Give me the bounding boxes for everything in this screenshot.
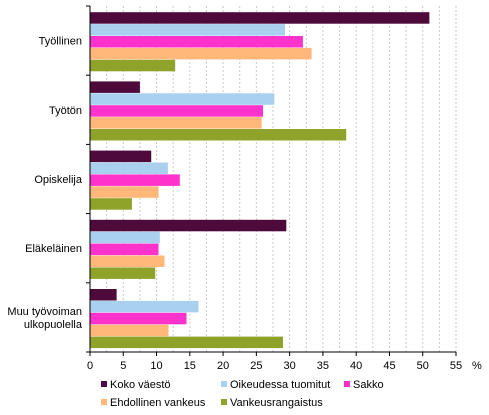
bar	[90, 267, 156, 279]
category-label: Opiskelija	[34, 174, 83, 186]
x-tick-label: 50	[417, 360, 429, 372]
x-tick-label: 15	[184, 360, 196, 372]
bar	[90, 36, 303, 48]
legend-swatch	[101, 381, 107, 387]
legend-label: Ehdollinen vankeus	[110, 397, 206, 409]
bar	[90, 129, 347, 141]
bar	[90, 243, 159, 256]
bar	[90, 198, 132, 210]
bar	[90, 12, 430, 24]
legend-swatch	[221, 399, 227, 405]
category-label: Työtön	[49, 105, 82, 117]
bar	[90, 117, 262, 129]
x-tick-label: 25	[250, 360, 262, 372]
category-label: Muu työvoiman	[7, 306, 82, 318]
bars	[90, 12, 430, 349]
x-unit-label: %	[472, 360, 482, 372]
legend-swatch	[101, 399, 107, 405]
bar	[90, 24, 285, 36]
x-tick-label: 20	[217, 360, 229, 372]
bar	[90, 219, 287, 232]
bar	[90, 324, 169, 337]
axes	[86, 5, 457, 356]
legend-swatch	[344, 381, 350, 387]
bar	[90, 300, 199, 313]
x-tick-label: 0	[87, 360, 93, 372]
category-label: Työllinen	[39, 36, 82, 48]
bar	[90, 231, 160, 244]
bar	[90, 81, 140, 93]
x-tick-label: 45	[383, 360, 395, 372]
legend-label: Oikeudessa tuomitut	[230, 379, 330, 391]
bar	[90, 93, 275, 105]
bar	[90, 174, 180, 186]
legend-swatch	[221, 381, 227, 387]
bar	[90, 162, 168, 174]
legend-label: Koko väestö	[110, 379, 171, 391]
x-tick-label: 10	[150, 360, 162, 372]
legend: Koko väestö Oikeudessa tuomitut Sakko Ehdol…	[101, 379, 384, 409]
bar	[90, 336, 283, 349]
gridlines	[106, 6, 457, 352]
x-tick-label: 5	[120, 360, 126, 372]
bar	[90, 47, 312, 60]
category-label: Eläkeläinen	[25, 243, 82, 255]
legend-label: Sakko	[353, 379, 384, 391]
bar	[90, 150, 152, 163]
bar	[90, 312, 187, 325]
bar	[90, 105, 264, 117]
category-label: ulkopuolella	[24, 319, 83, 331]
x-tick-label: 30	[284, 360, 296, 372]
category-labels: Työllinen Työtön Opiskelija Eläkeläinen Muu …	[7, 36, 82, 331]
x-tick-label: 40	[350, 360, 362, 372]
legend-label: Vankeusrangaistus	[230, 397, 323, 409]
bar	[90, 255, 165, 267]
bar	[90, 186, 159, 198]
x-tick-label: 35	[317, 360, 329, 372]
bar	[90, 59, 176, 72]
bar	[90, 289, 117, 301]
x-tick-label: 55	[450, 360, 462, 372]
x-tick-labels: 0 5 10 15 20 25 30 35 40 45 50 55	[87, 360, 462, 372]
